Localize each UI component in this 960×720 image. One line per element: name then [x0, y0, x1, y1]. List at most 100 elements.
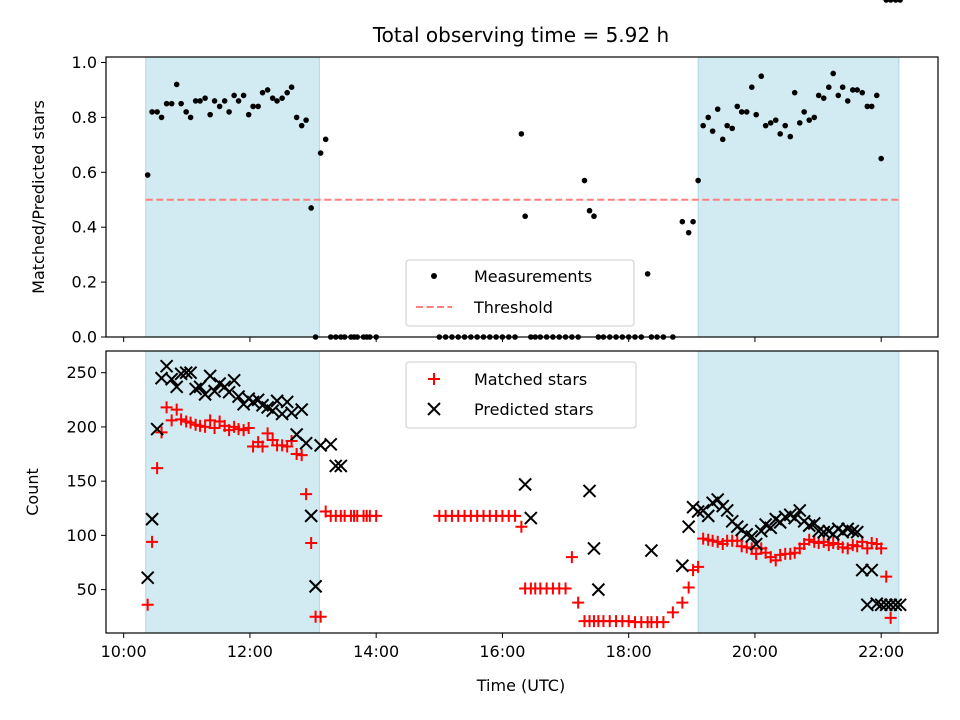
predicted-star-point — [701, 509, 715, 523]
bottom-axes-frame — [105, 350, 939, 634]
matched-star-point — [880, 570, 893, 583]
measurement-point — [734, 103, 741, 110]
measurement-point — [235, 98, 242, 104]
measurement-point — [883, 0, 890, 3]
predicted-star-point — [145, 512, 159, 526]
matched-star-point — [184, 416, 197, 429]
x-axis-label: Time (UTC) — [476, 676, 565, 695]
matched-star-point — [682, 581, 695, 594]
matched-star-point — [194, 419, 207, 432]
matched-star-point — [232, 423, 245, 436]
y-tick-label: 0.4 — [72, 218, 97, 237]
measurement-point — [293, 114, 300, 121]
measurement-point — [854, 87, 860, 93]
measurement-point — [806, 117, 813, 123]
predicted-star-point — [745, 529, 759, 544]
predicted-star-point — [231, 389, 246, 404]
legend-predicted-marker — [427, 402, 441, 416]
measurement-point — [864, 103, 871, 110]
matched-star-point — [370, 509, 383, 522]
x-tick-label: 16:00 — [479, 642, 525, 661]
matched-star-point — [572, 596, 585, 609]
x-tick-label: 20:00 — [732, 642, 778, 661]
measurement-point — [748, 84, 755, 90]
matched-star-point — [803, 533, 816, 546]
measurement-point — [859, 89, 866, 96]
measurement-point — [591, 213, 597, 220]
top-y-axis: 0.0 0.2 0.4 0.6 0.8 1.0 — [72, 53, 106, 347]
measurement-point — [897, 0, 903, 3]
predicted-star-point — [754, 524, 768, 538]
predicted-star-point — [169, 380, 184, 394]
measurement-point — [274, 98, 280, 104]
measurement-point — [709, 128, 716, 134]
measurement-point — [791, 89, 798, 96]
measurement-point — [719, 136, 726, 143]
measurement-point — [298, 122, 305, 129]
measurement-point — [250, 103, 256, 110]
measurement-point — [269, 95, 276, 101]
matched-star-point — [812, 536, 825, 549]
measurement-point — [782, 122, 789, 129]
measurement-point — [221, 98, 228, 104]
measurement-point — [163, 100, 170, 107]
predicted-star-point — [720, 503, 734, 518]
top-legend: Measurements Threshold — [405, 259, 635, 327]
matched-star-point — [565, 551, 578, 564]
predicted-star-point — [764, 521, 778, 535]
measurement-point — [255, 103, 261, 110]
measurement-point — [183, 109, 189, 115]
measurement-point — [762, 122, 769, 129]
measurement-point — [202, 95, 208, 101]
matched-star-point — [884, 611, 897, 624]
predicted-star-point — [518, 477, 532, 492]
top-observing-periods — [145, 56, 900, 338]
predicted-star-point — [159, 359, 174, 373]
measurement-point — [322, 136, 329, 143]
predicted-star-point — [710, 492, 725, 507]
matched-star-point — [740, 541, 753, 554]
y-tick-label: 50 — [77, 580, 97, 599]
matched-star-point — [141, 598, 154, 611]
predicted-star-point — [811, 524, 826, 538]
x-tick-label: 14:00 — [353, 642, 399, 661]
predicted-star-point — [198, 387, 212, 402]
matched-star-point — [697, 532, 710, 545]
measurement-point — [211, 98, 218, 104]
panel-ratio: 0.0 0.2 0.4 0.6 0.8 1.0 Matched/Predicted sta… — [29, 0, 939, 347]
measurement-point — [245, 111, 252, 118]
predicted-star-point — [329, 459, 343, 473]
measurement-point — [772, 117, 779, 123]
measurement-point — [753, 111, 759, 118]
predicted-star-point — [222, 385, 236, 399]
predicted-star-point — [524, 511, 538, 525]
matched-star-point — [622, 615, 635, 628]
measurement-point — [685, 229, 692, 236]
measurement-point — [279, 95, 285, 101]
matched-star-point — [261, 427, 274, 440]
measurement-point — [226, 109, 232, 115]
measurement-point — [743, 109, 750, 115]
predicted-star-point — [681, 520, 696, 534]
matched-star-point — [237, 424, 250, 437]
predicted-star-point — [644, 543, 659, 558]
measurement-point — [849, 87, 856, 93]
predicted-star-point — [324, 437, 338, 451]
measurement-point — [839, 84, 846, 90]
matched-star-point — [146, 535, 159, 548]
measurement-point — [700, 122, 706, 129]
predicted-star-point — [304, 509, 318, 523]
measurement-point — [777, 131, 783, 137]
matched-star-point — [750, 547, 763, 560]
matched-star-point — [242, 422, 255, 435]
legend-threshold-label: Threshold — [473, 298, 553, 317]
measurement-point — [787, 133, 794, 140]
matched-star-point — [165, 414, 178, 427]
matched-star-point — [865, 536, 878, 549]
matched-star-point — [706, 534, 719, 547]
measurement-point — [581, 177, 588, 184]
measurement-point — [873, 92, 880, 99]
bottom-x-axis: 10:00 12:00 14:00 16:00 18:00 20:00 22:00 — [101, 633, 904, 661]
measurement-point — [729, 125, 736, 132]
measurement-point — [168, 100, 175, 107]
